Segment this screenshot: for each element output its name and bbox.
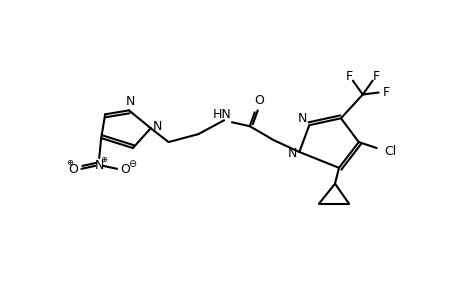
Text: O: O [253,94,263,107]
Text: N: N [287,148,297,160]
Text: ⊕: ⊕ [101,155,107,164]
Text: N: N [95,159,104,172]
Text: N: N [297,112,306,125]
Text: O: O [68,163,78,176]
Text: HN: HN [212,108,231,121]
Text: F: F [345,70,352,83]
Text: F: F [382,86,389,99]
Text: ⊖: ⊖ [128,159,136,169]
Text: F: F [372,70,380,83]
Text: ⊕: ⊕ [66,158,73,167]
Text: N: N [126,95,135,108]
Text: O: O [120,163,129,176]
Text: N: N [153,120,162,133]
Text: Cl: Cl [384,146,396,158]
